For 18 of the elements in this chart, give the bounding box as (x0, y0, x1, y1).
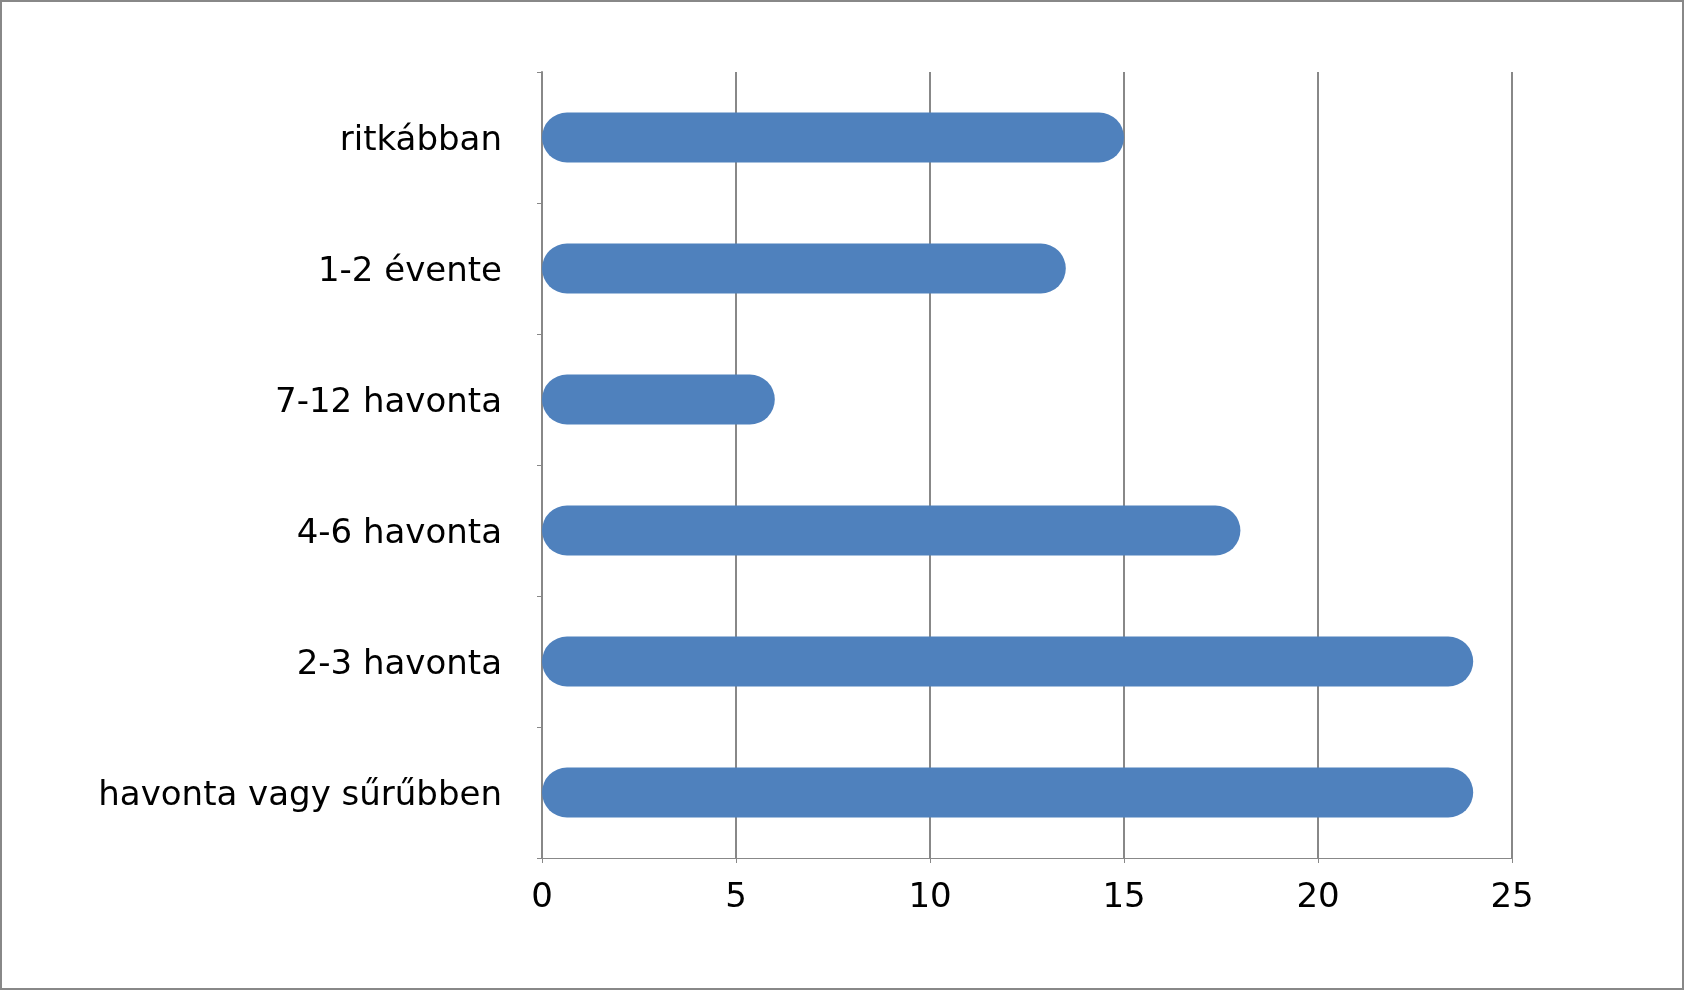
x-tick-label: 20 (1296, 875, 1340, 915)
y-tick-label: havonta vagy sűrűbben (98, 772, 502, 813)
x-tick-label: 10 (908, 875, 952, 915)
bar (542, 505, 1241, 556)
bar (542, 112, 1124, 163)
bar (542, 243, 1066, 294)
x-tick-label: 0 (531, 875, 553, 915)
bar (542, 767, 1474, 818)
y-tick-label: 2-3 havonta (296, 641, 502, 682)
y-tick-label: 1-2 évente (317, 248, 502, 289)
x-tick-label: 25 (1490, 875, 1534, 915)
y-tick-label: ritkábban (339, 117, 502, 158)
y-tick-label: 4-6 havonta (296, 510, 502, 551)
y-tick-label: 7-12 havonta (275, 379, 502, 420)
bar (542, 636, 1474, 687)
x-tick-label: 15 (1102, 875, 1146, 915)
x-tick-label: 5 (725, 875, 747, 915)
bar (542, 374, 775, 425)
